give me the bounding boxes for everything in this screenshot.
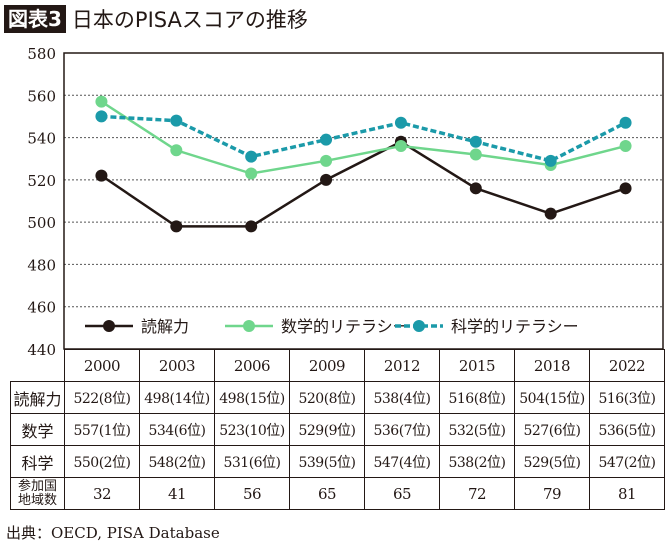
score-table: 2000 2003 2006 2009 2012 2015 2018 2022 読解力 522(8… [10,349,665,510]
plot-frame [63,52,664,350]
table-cell: 534(6位) [139,413,215,446]
row-label: 参加国 地域数 [10,477,65,510]
table-cell: 498(15位) [214,381,290,414]
data-point [245,167,258,180]
y-tick-label: 540 [27,130,56,148]
table-cell: 65 [289,477,365,510]
table-cell: 539(5位) [289,445,365,478]
corner-cell [11,350,65,382]
data-point [469,182,482,195]
table-cell: 523(10位) [214,413,290,446]
table-cell: 32 [64,477,140,510]
year-header: 2000 [64,349,140,382]
data-point [170,144,183,157]
data-point [544,154,557,167]
table-cell: 79 [514,477,590,510]
data-point [394,116,407,129]
table-cell: 557(1位) [64,413,140,446]
title-text: 日本のPISAスコアの推移 [71,8,308,32]
table-cell: 529(9位) [289,413,365,446]
series-line [100,100,626,175]
legend-label: 読解力 [141,317,189,336]
y-tick-label: 520 [27,172,56,190]
table-cell: 550(2位) [64,445,140,478]
table-cell: 498(14位) [139,381,215,414]
data-point [394,140,407,153]
y-tick-label: 440 [27,341,56,359]
table-cell: 522(8位) [64,381,140,414]
data-point [469,148,482,161]
legend-marker [103,320,115,332]
data-point [320,173,333,186]
y-tick-label: 460 [27,299,56,317]
table-cell: 504(15位) [514,381,590,414]
legend-label: 数学的リテラシー [281,317,409,336]
chart-title: 図表3 日本のPISAスコアの推移 [4,4,308,34]
table-cell: 520(8位) [289,381,365,414]
table-cell: 516(3位) [589,381,665,414]
series-line [100,140,626,228]
table-row: 参加国 地域数 32 41 56 65 65 72 79 81 [10,477,665,510]
row-label: 読解力 [10,381,65,414]
data-point [544,207,557,220]
header-row: 2000 2003 2006 2009 2012 2015 2018 2022 [11,349,665,382]
table-cell: 72 [439,477,515,510]
legend-label: 科学的リテラシー [451,317,579,336]
series-line [101,114,627,163]
table-cell: 538(2位) [439,445,515,478]
data-point [320,133,333,146]
table-cell: 547(2位) [589,445,665,478]
table-cell: 527(6位) [514,413,590,446]
year-header: 2003 [139,349,215,382]
figure-badge: 図表3 [4,5,66,33]
data-point [95,169,108,182]
year-header: 2022 [589,349,665,382]
data-point [170,220,183,233]
table-row: 読解力 522(8位) 498(14位) 498(15位) 520(8位) 538(4位)… [10,381,665,414]
legend-marker [243,320,255,332]
y-tick-label: 560 [27,87,56,105]
row-label: 科学 [10,445,65,478]
table-cell: 536(7位) [364,413,440,446]
table-row: 数学 557(1位) 534(6位) 523(10位) 529(9位) 536(7位) 53… [10,413,665,446]
year-header: 2006 [214,349,290,382]
data-point [95,95,108,108]
data-point [95,110,108,123]
data-point [170,114,183,127]
table-cell: 81 [589,477,665,510]
table-cell: 516(8位) [439,381,515,414]
y-tick-label: 500 [27,214,56,232]
table-cell: 41 [139,477,215,510]
y-tick-label: 580 [27,45,56,63]
data-point [245,150,258,163]
table-cell: 548(2位) [139,445,215,478]
data-point [320,154,333,167]
table-cell: 536(5位) [589,413,665,446]
table-cell: 547(4位) [364,445,440,478]
table-cell: 538(4位) [364,381,440,414]
table-cell: 529(5位) [514,445,590,478]
data-point [469,135,482,148]
row-label: 数学 [10,413,65,446]
legend-marker [413,320,425,332]
year-header: 2018 [514,349,590,382]
table-cell: 531(6位) [214,445,290,478]
table-cell: 532(5位) [439,413,515,446]
data-point [619,182,632,195]
y-tick-label: 480 [27,256,56,274]
table-cell: 56 [214,477,290,510]
source-note: 出典：OECD, PISA Database [6,524,220,542]
year-header: 2015 [439,349,515,382]
data-point [245,220,258,233]
data-point [619,116,632,129]
year-header: 2009 [289,349,365,382]
table-cell: 65 [364,477,440,510]
year-header: 2012 [364,349,440,382]
data-point [619,140,632,153]
table-row: 科学 550(2位) 548(2位) 531(6位) 539(5位) 547(4位) 538… [10,445,665,478]
